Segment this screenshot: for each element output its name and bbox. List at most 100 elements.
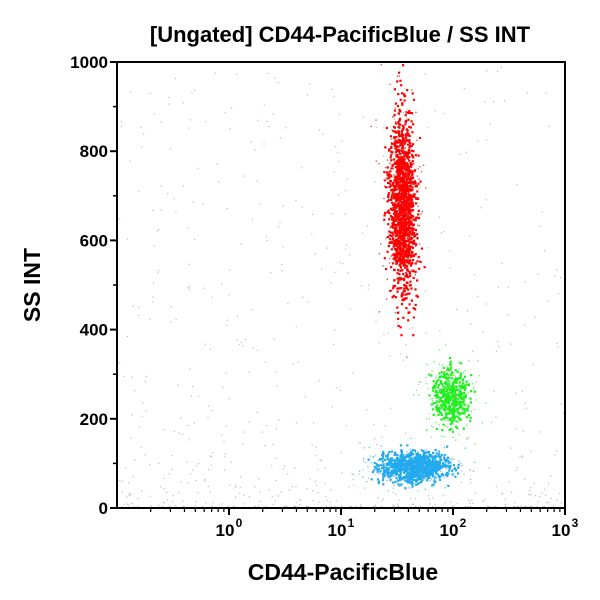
- data-point: [144, 454, 146, 456]
- data-point: [441, 408, 444, 411]
- data-point: [388, 461, 391, 464]
- data-point: [412, 464, 415, 467]
- data-point: [463, 404, 465, 406]
- data-point: [257, 349, 259, 351]
- data-point: [401, 128, 404, 131]
- data-point: [351, 473, 353, 475]
- data-point: [391, 253, 394, 256]
- data-point: [182, 102, 184, 104]
- data-point: [399, 228, 402, 231]
- data-point: [427, 456, 430, 459]
- data-point: [465, 380, 468, 383]
- data-point: [508, 481, 510, 483]
- data-point: [392, 487, 394, 489]
- data-point: [445, 467, 447, 469]
- data-point: [434, 503, 436, 505]
- data-point: [275, 371, 277, 373]
- data-point: [390, 450, 393, 453]
- data-point: [210, 456, 212, 458]
- data-point: [425, 467, 428, 470]
- data-point: [427, 460, 431, 463]
- data-point: [412, 448, 415, 452]
- data-point: [407, 256, 410, 259]
- data-point: [386, 462, 389, 465]
- data-point: [430, 436, 432, 438]
- data-point: [410, 483, 414, 486]
- data-point: [242, 503, 245, 505]
- data-point: [461, 407, 464, 410]
- data-point: [399, 287, 402, 290]
- data-point: [449, 468, 451, 471]
- data-point: [463, 389, 466, 392]
- data-point: [394, 312, 397, 314]
- data-point: [126, 238, 128, 240]
- data-point: [389, 257, 391, 260]
- data-point: [457, 401, 460, 404]
- data-point: [402, 465, 404, 467]
- data-point: [473, 461, 476, 463]
- data-point: [510, 343, 512, 345]
- data-point: [399, 468, 402, 471]
- data-point: [454, 402, 457, 405]
- data-point: [448, 466, 452, 469]
- data-point: [434, 457, 437, 460]
- data-point: [445, 412, 448, 415]
- data-point: [381, 436, 383, 438]
- data-point: [431, 478, 433, 480]
- data-point: [415, 506, 417, 508]
- data-point: [409, 161, 412, 164]
- data-point: [424, 477, 426, 479]
- data-point: [417, 168, 419, 170]
- data-point: [398, 277, 402, 280]
- data-point: [187, 482, 189, 484]
- data-point: [400, 353, 402, 355]
- data-point: [403, 220, 406, 223]
- data-point: [401, 292, 404, 295]
- data-point: [449, 267, 451, 269]
- data-point: [416, 238, 419, 240]
- data-point: [530, 506, 532, 508]
- data-point: [418, 468, 421, 471]
- data-point: [401, 186, 404, 189]
- data-point: [398, 166, 401, 169]
- data-point: [407, 288, 410, 291]
- data-point: [456, 387, 458, 389]
- data-point: [243, 431, 246, 433]
- data-point: [434, 474, 436, 477]
- data-point: [433, 478, 435, 481]
- data-point: [160, 209, 162, 211]
- data-point: [399, 157, 402, 160]
- data-point: [338, 194, 340, 196]
- data-point: [439, 466, 442, 469]
- data-point: [448, 395, 451, 398]
- data-point: [395, 261, 399, 265]
- data-point: [435, 415, 437, 417]
- data-point: [404, 168, 407, 171]
- data-point: [416, 197, 419, 200]
- data-point: [394, 145, 397, 148]
- data-point: [400, 144, 403, 147]
- data-point: [457, 416, 460, 419]
- data-point: [400, 167, 403, 170]
- data-point: [441, 375, 444, 378]
- data-point: [141, 415, 143, 417]
- data-point: [224, 469, 226, 471]
- data-point: [474, 492, 476, 494]
- data-point: [409, 193, 412, 196]
- data-point: [443, 381, 446, 385]
- data-point: [384, 455, 388, 458]
- data-point: [425, 376, 427, 379]
- data-point: [401, 202, 404, 205]
- data-point: [448, 388, 451, 391]
- data-point: [274, 77, 276, 79]
- data-point: [398, 139, 401, 142]
- data-point: [403, 254, 406, 257]
- data-point: [485, 303, 487, 305]
- data-point: [539, 431, 541, 433]
- data-point: [524, 281, 526, 283]
- data-point: [409, 197, 411, 199]
- data-point: [404, 222, 408, 225]
- data-point: [467, 506, 469, 508]
- data-point: [423, 471, 426, 474]
- data-point: [435, 461, 439, 464]
